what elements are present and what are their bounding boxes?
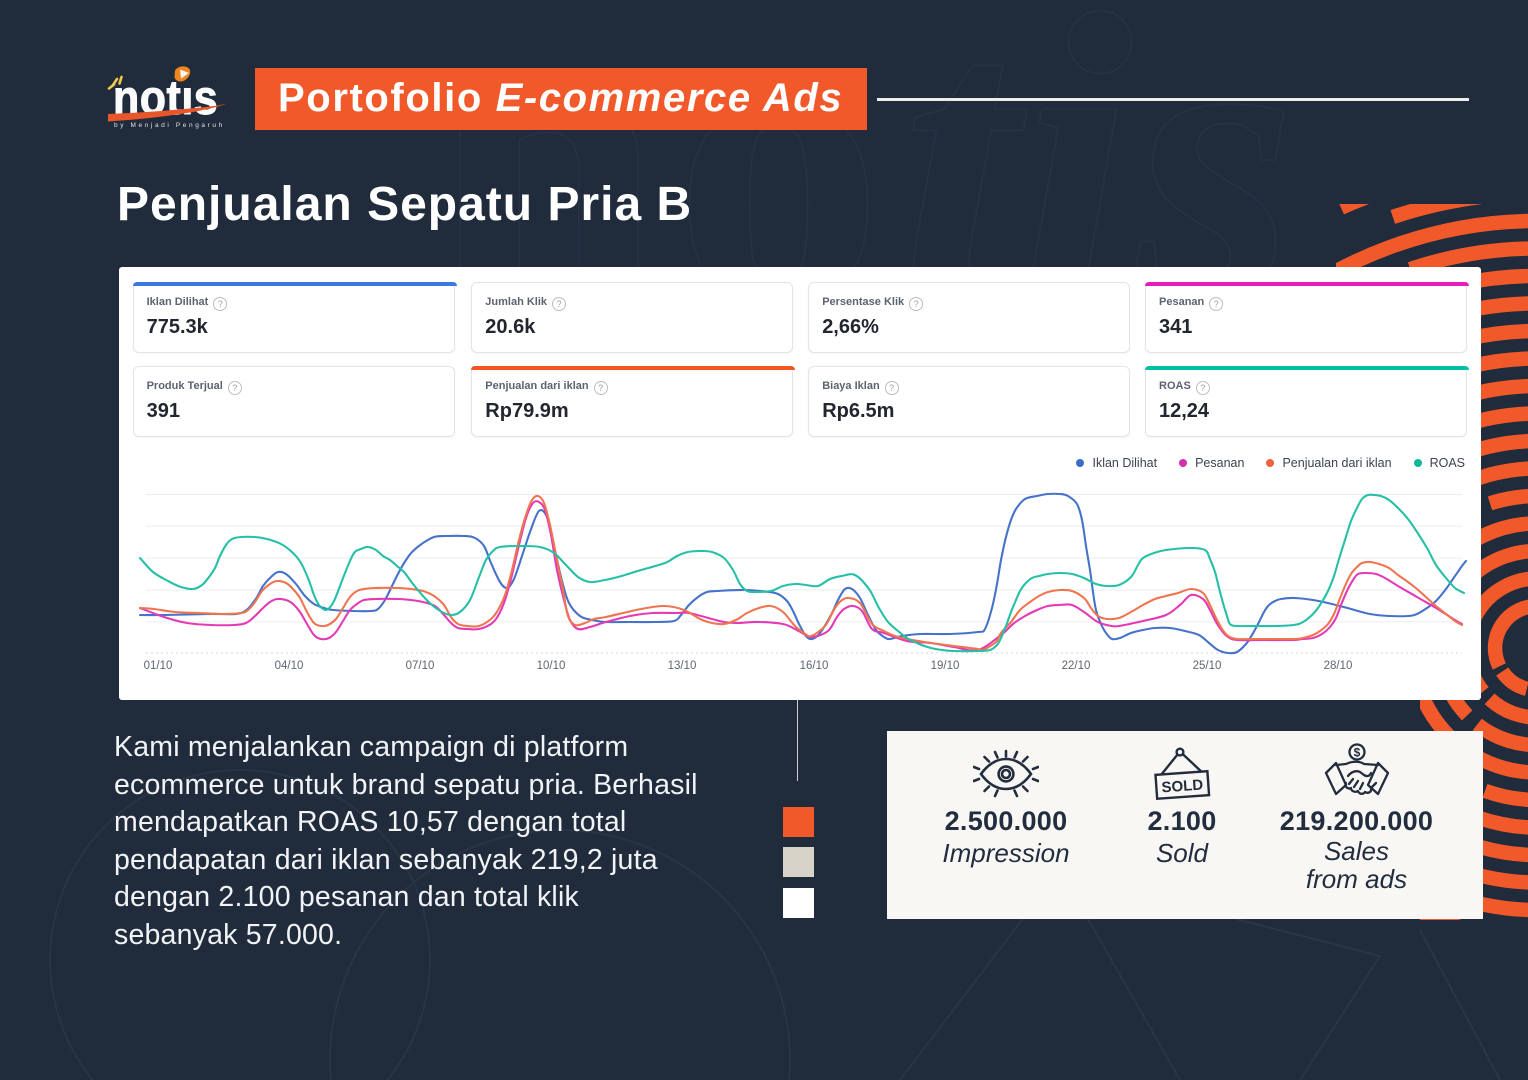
svg-text:16/10: 16/10 [800,660,829,672]
svg-text:01/10: 01/10 [144,660,173,672]
svg-text:13/10: 13/10 [668,660,697,672]
svg-text:22/10: 22/10 [1062,660,1091,672]
svg-text:28/10: 28/10 [1324,660,1353,672]
svg-text:by Menjadi Pengaruh: by Menjadi Pengaruh [114,122,225,129]
svg-text:$: $ [1353,746,1360,760]
svg-text:10/10: 10/10 [537,660,566,672]
svg-text:04/10: 04/10 [275,660,304,672]
svg-text:19/10: 19/10 [931,660,960,672]
svg-text:SOLD: SOLD [1161,777,1204,797]
svg-text:07/10: 07/10 [406,660,435,672]
svg-text:25/10: 25/10 [1193,660,1222,672]
